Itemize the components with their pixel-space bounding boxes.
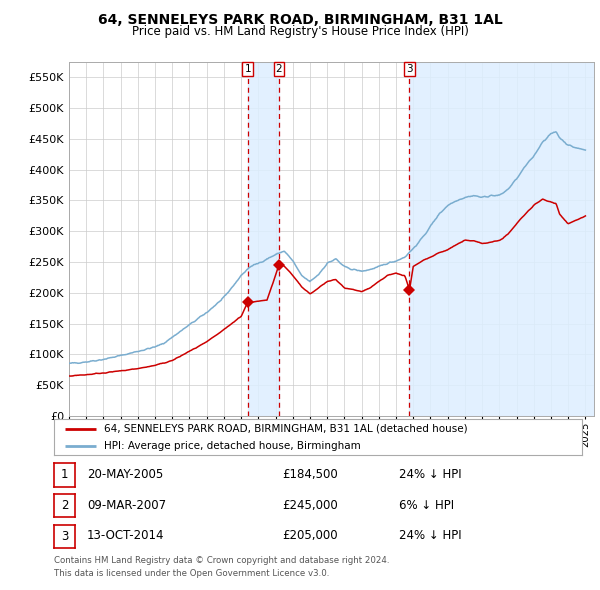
Text: £184,500: £184,500 bbox=[282, 468, 338, 481]
Text: HPI: Average price, detached house, Birmingham: HPI: Average price, detached house, Birm… bbox=[104, 441, 361, 451]
Text: 64, SENNELEYS PARK ROAD, BIRMINGHAM, B31 1AL: 64, SENNELEYS PARK ROAD, BIRMINGHAM, B31… bbox=[98, 13, 502, 27]
Text: 20-MAY-2005: 20-MAY-2005 bbox=[87, 468, 163, 481]
Text: 3: 3 bbox=[61, 530, 68, 543]
Text: 2: 2 bbox=[275, 64, 282, 74]
Bar bbox=[248, 62, 279, 416]
Text: 24% ↓ HPI: 24% ↓ HPI bbox=[399, 468, 461, 481]
Text: 24% ↓ HPI: 24% ↓ HPI bbox=[399, 529, 461, 542]
Text: 1: 1 bbox=[244, 64, 251, 74]
Text: 09-MAR-2007: 09-MAR-2007 bbox=[87, 499, 166, 512]
Text: Contains HM Land Registry data © Crown copyright and database right 2024.: Contains HM Land Registry data © Crown c… bbox=[54, 556, 389, 565]
Text: 64, SENNELEYS PARK ROAD, BIRMINGHAM, B31 1AL (detached house): 64, SENNELEYS PARK ROAD, BIRMINGHAM, B31… bbox=[104, 424, 468, 434]
Text: 2: 2 bbox=[61, 499, 68, 512]
Text: £245,000: £245,000 bbox=[282, 499, 338, 512]
Text: 13-OCT-2014: 13-OCT-2014 bbox=[87, 529, 164, 542]
Text: £205,000: £205,000 bbox=[282, 529, 338, 542]
Text: 6% ↓ HPI: 6% ↓ HPI bbox=[399, 499, 454, 512]
Bar bbox=[409, 62, 594, 416]
Text: 3: 3 bbox=[406, 64, 413, 74]
Text: Price paid vs. HM Land Registry's House Price Index (HPI): Price paid vs. HM Land Registry's House … bbox=[131, 25, 469, 38]
Text: This data is licensed under the Open Government Licence v3.0.: This data is licensed under the Open Gov… bbox=[54, 569, 329, 578]
Text: 1: 1 bbox=[61, 468, 68, 481]
